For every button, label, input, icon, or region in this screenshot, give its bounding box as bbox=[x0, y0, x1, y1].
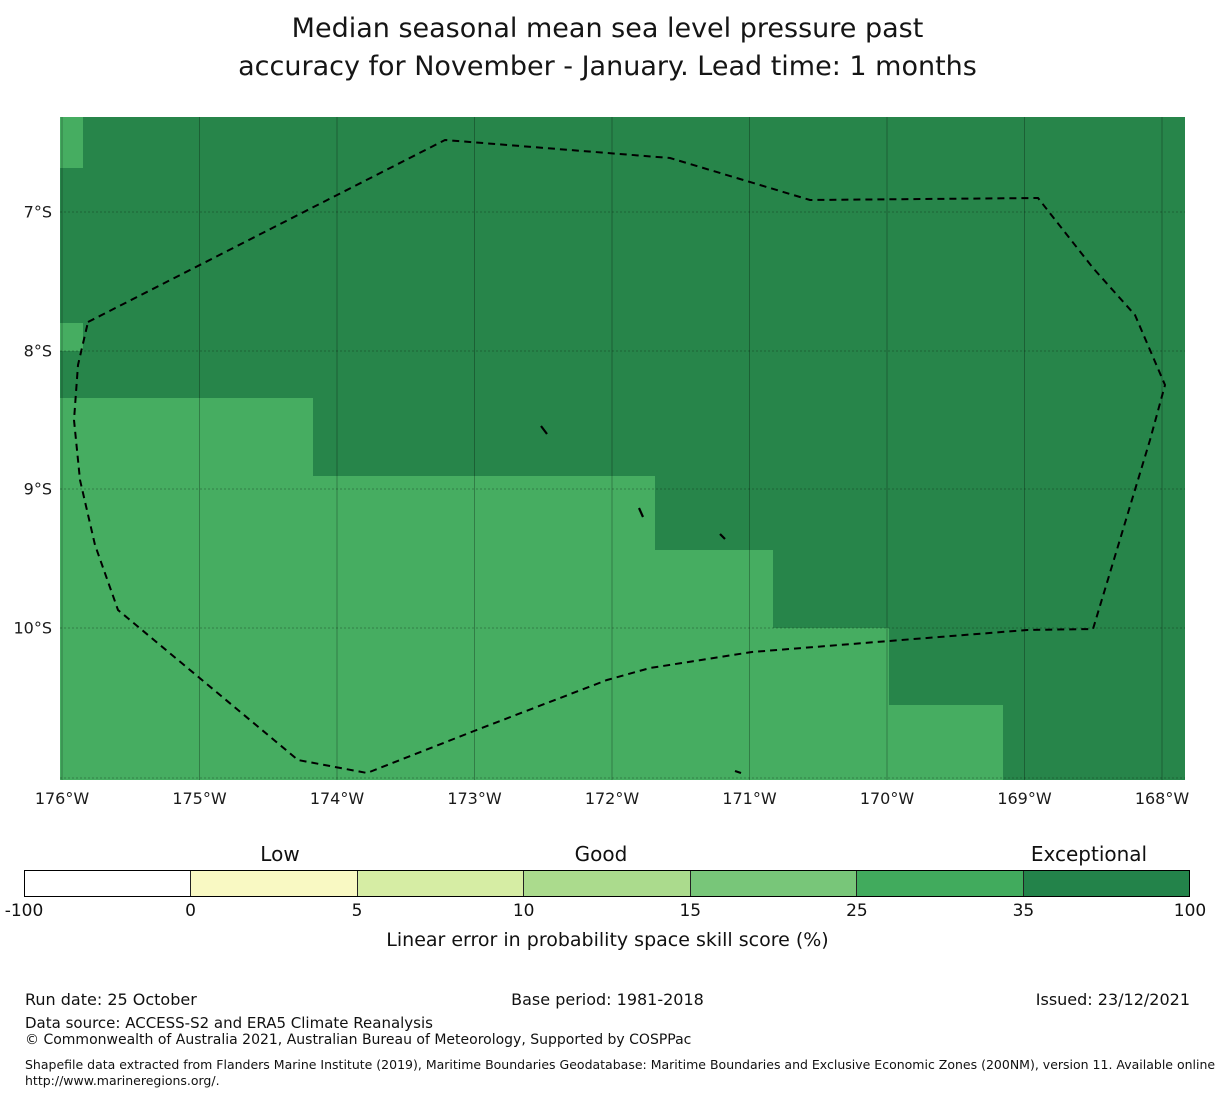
x-tick-label: 169°W bbox=[997, 789, 1052, 808]
map-region-mid-skill bbox=[313, 476, 655, 780]
eez-boundary-outline bbox=[72, 138, 1167, 775]
footer-base-period: Base period: 1981-2018 bbox=[511, 990, 704, 1009]
colorbar-segment bbox=[1023, 871, 1189, 896]
map-region-mid-skill bbox=[60, 398, 313, 780]
colorbar-tick-label: 5 bbox=[351, 901, 363, 921]
colorbar-segment bbox=[357, 871, 525, 896]
colorbar-segment bbox=[857, 871, 1024, 896]
map-region-mid-skill bbox=[889, 705, 1003, 780]
colorbar-segment bbox=[524, 871, 691, 896]
map-canvas bbox=[60, 117, 1185, 780]
colorbar-axis-label: Linear error in probability space skill … bbox=[386, 929, 829, 951]
chart-title-line2: accuracy for November - January. Lead ti… bbox=[238, 51, 977, 82]
colorbar-segment bbox=[191, 871, 358, 896]
footer-issued-date: Issued: 23/12/2021 bbox=[1035, 990, 1190, 1009]
footer-copyright: © Commonwealth of Australia 2021, Austra… bbox=[25, 1032, 692, 1048]
colorbar-tick-label: -100 bbox=[4, 901, 44, 921]
island-mark bbox=[719, 533, 726, 540]
map-region-mid-skill bbox=[60, 323, 83, 351]
x-tick-label: 168°W bbox=[1134, 789, 1190, 808]
x-tick-label: 174°W bbox=[309, 789, 365, 808]
x-tick-label: 172°W bbox=[584, 789, 640, 808]
island-mark bbox=[637, 507, 645, 518]
x-tick-label: 170°W bbox=[859, 789, 915, 808]
y-tick-label: 8°S bbox=[23, 341, 52, 361]
map-region-mid-skill bbox=[60, 117, 83, 168]
colorbar-segment bbox=[690, 871, 858, 896]
colorbar-tick-label: 100 bbox=[1173, 901, 1207, 921]
x-tick-label: 176°W bbox=[34, 789, 90, 808]
colorbar-tick-label: 35 bbox=[1012, 901, 1035, 921]
x-tick-label: 175°W bbox=[172, 789, 227, 808]
map-region-mid-skill bbox=[773, 628, 889, 780]
footer-data-source: Data source: ACCESS-S2 and ERA5 Climate … bbox=[25, 1014, 433, 1032]
colorbar-tick-label: 15 bbox=[679, 901, 702, 921]
x-tick-label: 171°W bbox=[722, 789, 777, 808]
map-area bbox=[60, 117, 1185, 780]
footer-shapefile-attribution-line1: Shapefile data extracted from Flanders M… bbox=[25, 1057, 1215, 1072]
colorbar-category-label: Good bbox=[574, 842, 628, 866]
map-region-mid-skill bbox=[655, 550, 773, 780]
y-tick-label: 7°S bbox=[23, 202, 52, 222]
colorbar-category-label: Exceptional bbox=[1030, 842, 1148, 866]
y-tick-label: 9°S bbox=[23, 479, 52, 499]
colorbar-tick-label: 25 bbox=[846, 901, 868, 921]
x-tick-label: 173°W bbox=[447, 789, 502, 808]
colorbar-tick-label: 0 bbox=[185, 901, 197, 921]
colorbar bbox=[24, 870, 1190, 897]
chart-title-line1: Median seasonal mean sea level pressure … bbox=[291, 13, 924, 44]
footer-run-date: Run date: 25 October bbox=[25, 990, 197, 1009]
colorbar-category-label: Low bbox=[260, 842, 300, 866]
island-mark bbox=[734, 769, 742, 775]
island-mark bbox=[540, 425, 548, 435]
chart-title: Median seasonal mean sea level pressure … bbox=[0, 10, 1215, 86]
colorbar-segment bbox=[25, 871, 192, 896]
y-tick-label: 10°S bbox=[13, 618, 52, 638]
footer-shapefile-attribution-line2: http://www.marineregions.org/. bbox=[25, 1073, 220, 1088]
colorbar-tick-label: 10 bbox=[512, 901, 535, 921]
